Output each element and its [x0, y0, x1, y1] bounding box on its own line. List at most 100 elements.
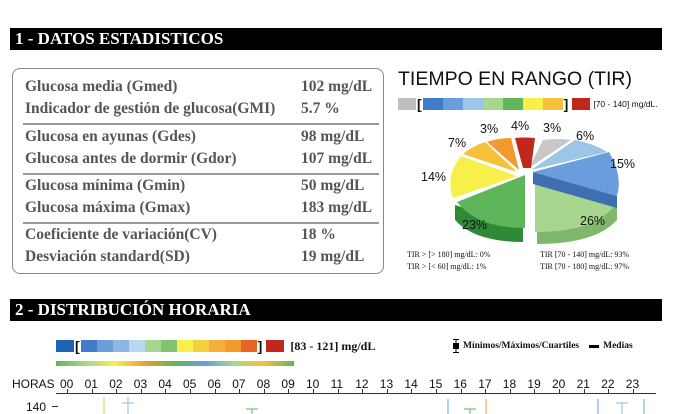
hour-label: 10: [306, 377, 320, 391]
tir-legend: [ ] [70 - 140] mg/dL.: [398, 96, 658, 112]
legend-swatch: [522, 98, 543, 110]
legend-swatch: [176, 340, 193, 352]
hour-label: 19: [527, 377, 541, 391]
section-1-header: 1 - DATOS ESTADISTICOS: [10, 28, 662, 50]
hour-tick: [214, 389, 216, 394]
hour-tick: [386, 389, 388, 394]
divider: [23, 123, 379, 125]
stat-label: Desviación standard(SD): [25, 248, 190, 265]
legend-swatch: [112, 340, 129, 352]
hour-tick: [559, 389, 560, 394]
legend-range: [70 - 140]: [593, 99, 630, 109]
legend-bracket: [: [75, 338, 80, 354]
hour-tick: [362, 389, 364, 394]
hour-tick: [436, 389, 437, 394]
divider: [23, 173, 379, 175]
stat-value: 5.7 %: [301, 100, 340, 117]
legend-swatch: [160, 340, 177, 352]
stat-value: 50 mg/dL: [301, 177, 365, 194]
legend-swatch: [422, 98, 443, 110]
pie-label: 26%: [580, 214, 606, 228]
stat-label: Glucosa en ayunas (Gdes): [25, 128, 196, 145]
stat-label: Glucosa antes de dormir (Gdor): [25, 150, 237, 167]
pie-slice-red: [515, 137, 535, 168]
hour-tick: [608, 389, 610, 394]
tir-high: TIR > [> 180] mg/dL: 0%: [407, 250, 491, 259]
legend-swatch: [56, 340, 74, 352]
pie-slice-light-blue: [531, 140, 607, 170]
hour-label: 12: [355, 377, 369, 391]
pie-slice-gray: [529, 139, 571, 168]
boxplot-icon: [453, 339, 459, 353]
stat-label: Glucosa mínima (Gmin): [25, 177, 186, 194]
pie-slice-yellow: [450, 156, 517, 198]
section-2-header: 2 - DISTRIBUCIÓN HORARIA: [10, 299, 662, 321]
hour-tick: [165, 389, 167, 394]
hour-tick: [91, 389, 93, 394]
legend-swatch: [224, 340, 241, 352]
hour-label: 16: [453, 377, 467, 391]
tir-pie-chart: [450, 137, 619, 244]
minmax-label: Mínimos/Máximos/Cuartiles: [463, 341, 580, 351]
hour-label: 22: [601, 377, 615, 391]
hour-tick: [239, 389, 241, 394]
hour-label: 01: [84, 377, 98, 391]
hour-label: 07: [232, 377, 246, 391]
minmax-legend: Mínimos/Máximos/Cuartiles Medias: [452, 339, 633, 353]
color-strip: [56, 361, 294, 366]
hour-label: 15: [429, 377, 443, 391]
divider: [23, 222, 379, 224]
legend-swatch: [502, 98, 523, 110]
stat-value: 18 %: [301, 226, 336, 243]
hour-tick: [337, 389, 339, 394]
stat-value: 183 mg/dL: [301, 199, 373, 216]
tir-in-range-a: TIR [70 - 140] mg/dL: 93%: [540, 250, 630, 259]
pie-depth: [533, 172, 617, 208]
legend-swatch: [266, 340, 285, 352]
hour-label: 18: [502, 377, 517, 391]
mean-line-icon: [589, 344, 600, 348]
y-tick-mark: [52, 406, 58, 407]
pie-slice-light-green: [535, 180, 617, 232]
hour-label: 17: [478, 377, 492, 391]
distribution-range: [83 - 121] mg/dL: [290, 338, 376, 353]
hour-label: 03: [133, 377, 148, 391]
pie-slice-yellow-orange: [463, 142, 517, 172]
hour-tick: [485, 389, 487, 394]
hour-label: 09: [281, 377, 295, 391]
hour-label: 04: [158, 377, 172, 391]
hour-tick: [313, 389, 314, 394]
legend-swatch: [482, 98, 503, 110]
hour-label: 13: [379, 377, 394, 391]
stats-panel: Glucosa media (Gmed) 102 mg/dL Indicador…: [12, 68, 384, 274]
legend-swatch: [80, 340, 97, 352]
legend-swatch: [240, 340, 257, 352]
stat-value: 107 mg/dL: [301, 150, 373, 167]
pie-slice-green: [457, 175, 525, 228]
hour-tick: [632, 389, 634, 394]
legend-swatch: [208, 340, 225, 352]
stat-label: Glucosa media (Gmed): [25, 78, 178, 95]
legend-swatch: [572, 98, 591, 110]
section-1-title: 1 - DATOS ESTADISTICOS: [15, 29, 224, 48]
legend-swatch: [542, 98, 563, 110]
hour-tick: [116, 389, 118, 394]
hour-tick: [460, 389, 462, 394]
legend-bracket: ]: [257, 338, 263, 354]
pie-label: 4%: [511, 119, 530, 133]
hour-label: 05: [183, 377, 197, 391]
legend-swatch: [128, 340, 145, 352]
pie-label: 23%: [462, 218, 488, 232]
y-tick: 140: [26, 400, 47, 414]
hour-tick: [534, 389, 536, 394]
stat-label: Coeficiente de variación(CV): [25, 226, 217, 243]
legend-swatch: [96, 340, 113, 352]
pie-slice-orange: [487, 138, 519, 170]
hour-label: 11: [330, 377, 344, 391]
hour-tick: [509, 389, 511, 394]
legend-swatch: [192, 340, 209, 352]
legend-unit: mg/dL.: [631, 99, 658, 109]
hour-tick: [67, 389, 68, 394]
hourly-distribution-plot: [103, 397, 645, 414]
hour-tick: [140, 389, 142, 394]
